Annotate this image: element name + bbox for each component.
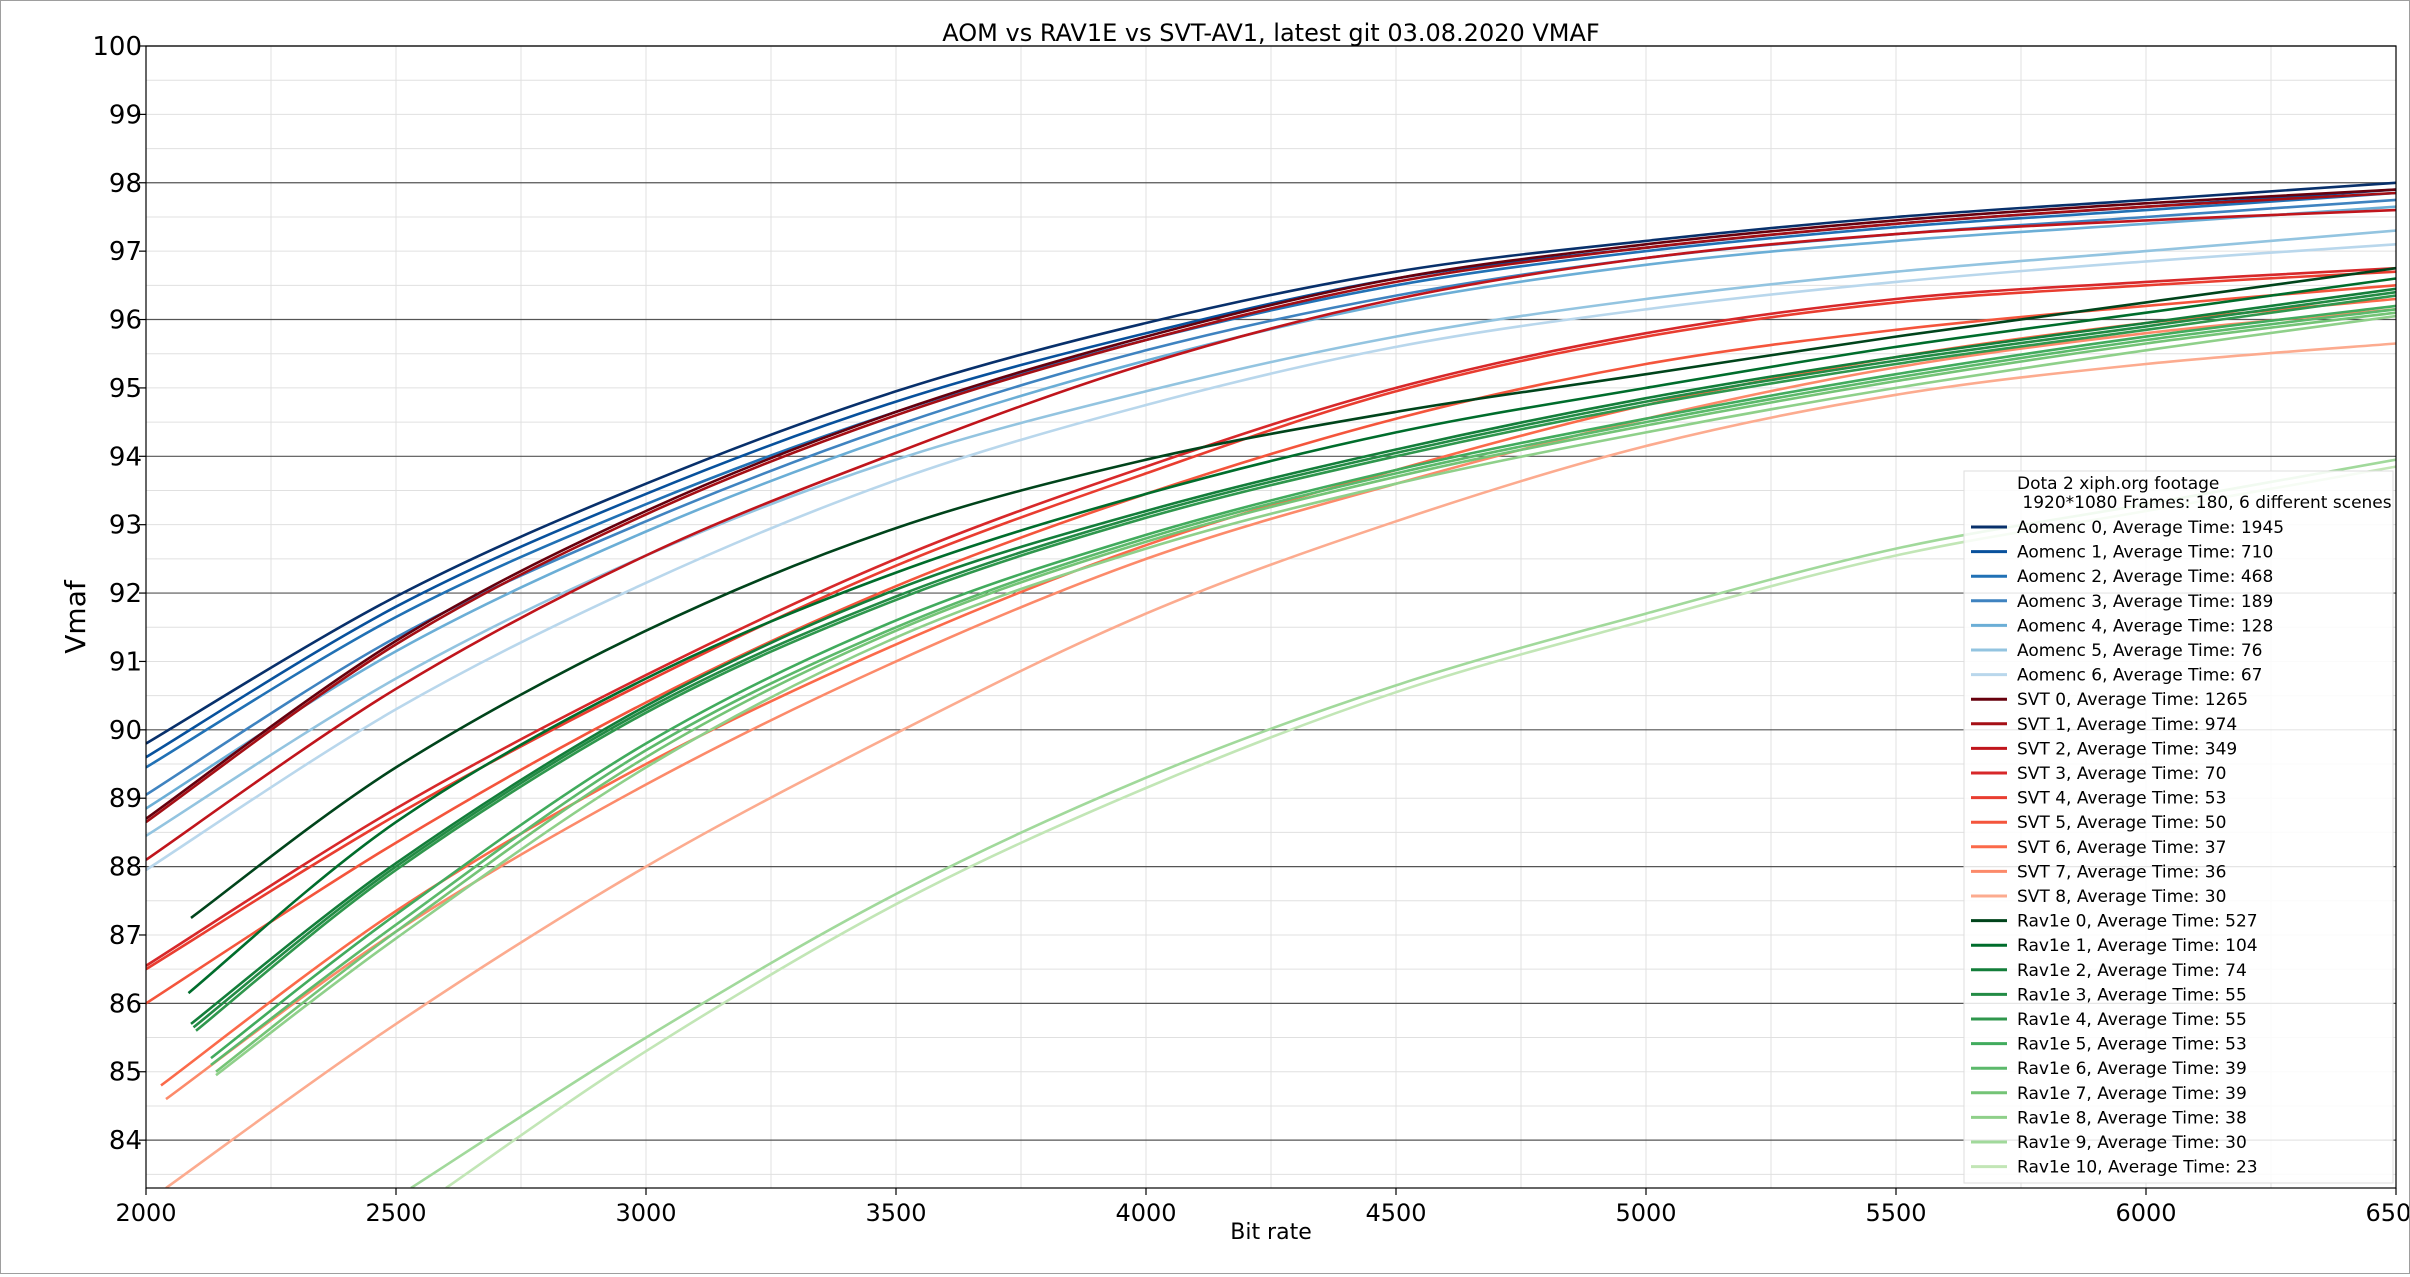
x-axis-ticks: 2000 2500 3000 3500 4000 4500 5000 5500 6000 6500 (115, 1188, 2410, 1227)
series-line-12 (146, 284, 2396, 1005)
legend-entry-label: SVT 3, Average Time: 70 (2017, 764, 2226, 784)
x-tick-label: 6500 (2365, 1199, 2409, 1227)
series-line-14 (165, 308, 2396, 1101)
series-line-22 (210, 308, 2396, 1066)
series-line-24 (215, 314, 2396, 1077)
series-lines (146, 181, 2396, 1188)
y-tick-label: 89 (109, 784, 142, 814)
series-line-18 (190, 287, 2396, 1025)
legend-entries: Aomenc 0, Average Time: 1945 Aomenc 1, Av… (1971, 518, 2284, 1178)
series-line-21 (210, 304, 2396, 1060)
legend-entry-label: SVT 7, Average Time: 36 (2017, 862, 2226, 882)
legend-entry-label: SVT 5, Average Time: 50 (2017, 813, 2226, 833)
x-tick-label: 6000 (2115, 1199, 2176, 1227)
chart-title: AOM vs RAV1E vs SVT-AV1, latest git 03.0… (942, 19, 1599, 47)
x-tick-label: 5500 (1865, 1199, 1926, 1227)
legend-title-line1: Dota 2 xiph.org footage (2017, 474, 2219, 494)
legend-entry-label: SVT 2, Average Time: 349 (2017, 739, 2237, 759)
legend-entry-label: Rav1e 2, Average Time: 74 (2017, 961, 2247, 981)
series-line-6 (146, 243, 2396, 872)
legend-entry-label: Aomenc 6, Average Time: 67 (2017, 666, 2262, 686)
series-line-0 (146, 181, 2396, 745)
legend-entry-label: SVT 4, Average Time: 53 (2017, 789, 2226, 809)
y-tick-label: 100 (92, 32, 142, 62)
legend-entry-label: Rav1e 5, Average Time: 53 (2017, 1035, 2247, 1055)
legend-entry-label: Rav1e 3, Average Time: 55 (2017, 985, 2247, 1005)
legend-entry-label: Aomenc 0, Average Time: 1945 (2017, 518, 2284, 538)
legend-entry-label: Rav1e 4, Average Time: 55 (2017, 1010, 2247, 1030)
y-axis-label: Vmaf (59, 579, 92, 654)
legend-entry-label: Rav1e 7, Average Time: 39 (2017, 1084, 2247, 1104)
x-tick-label: 4000 (1115, 1199, 1176, 1227)
legend-title-line2: 1920*1080 Frames: 180, 6 different scene… (2017, 493, 2392, 513)
legend-entry-label: SVT 6, Average Time: 37 (2017, 838, 2226, 858)
x-tick-label: 5000 (1615, 1199, 1676, 1227)
plot-area-border (145, 45, 2397, 1189)
series-line-23 (215, 311, 2396, 1073)
y-tick-label: 97 (109, 237, 142, 267)
legend-entry-label: Rav1e 8, Average Time: 38 (2017, 1108, 2247, 1128)
y-tick-label: 94 (109, 442, 142, 472)
x-tick-label: 2500 (365, 1199, 426, 1227)
legend-entry-label: Rav1e 9, Average Time: 30 (2017, 1133, 2247, 1153)
series-line-10 (146, 266, 2396, 967)
x-axis-label: Bit rate (1230, 1220, 1312, 1245)
series-line-5 (146, 229, 2396, 837)
legend-box (1963, 470, 2394, 1184)
legend-entry-label: Aomenc 2, Average Time: 468 (2017, 567, 2273, 587)
legend-entry-label: Aomenc 5, Average Time: 76 (2017, 641, 2262, 661)
x-tick-label: 3000 (615, 1199, 676, 1227)
legend-entry-label: Rav1e 1, Average Time: 104 (2017, 936, 2258, 956)
x-tick-label: 4500 (1365, 1199, 1426, 1227)
series-line-8 (146, 191, 2396, 824)
y-tick-label: 92 (109, 579, 142, 609)
legend-entry-label: Rav1e 6, Average Time: 39 (2017, 1059, 2247, 1079)
y-tick-label: 96 (109, 306, 142, 336)
legend-entry-label: Aomenc 1, Average Time: 710 (2017, 543, 2273, 563)
y-tick-label: 98 (109, 169, 142, 199)
y-tick-label: 95 (109, 374, 142, 404)
y-tick-label: 86 (109, 989, 142, 1019)
x-tick-label: 2000 (115, 1199, 176, 1227)
x-tick-label: 3500 (865, 1199, 926, 1227)
series-line-9 (146, 208, 2396, 861)
y-tick-label: 87 (109, 921, 142, 951)
legend-entry-label: Aomenc 4, Average Time: 128 (2017, 616, 2273, 636)
y-tick-label: 84 (109, 1126, 142, 1156)
series-line-15 (165, 342, 2396, 1188)
y-tick-label: 93 (109, 511, 142, 541)
series-line-16 (190, 266, 2396, 919)
y-tick-label: 99 (109, 100, 142, 130)
y-tick-label: 90 (109, 716, 142, 746)
legend: Dota 2 xiph.org footage 1920*1080 Frames… (1963, 470, 2394, 1184)
y-axis-ticks: 84 85 86 87 88 89 90 91 92 93 94 95 96 97 98 99 100 (92, 32, 146, 1156)
legend-entry-label: SVT 8, Average Time: 30 (2017, 887, 2226, 907)
y-tick-label: 91 (109, 647, 142, 677)
legend-entry-label: SVT 0, Average Time: 1265 (2017, 690, 2248, 710)
series-line-19 (192, 290, 2396, 1029)
legend-entry-label: SVT 1, Average Time: 974 (2017, 715, 2237, 735)
y-tick-label: 85 (109, 1058, 142, 1088)
legend-entry-label: Rav1e 0, Average Time: 527 (2017, 912, 2258, 932)
series-line-7 (146, 188, 2396, 820)
series-line-20 (195, 294, 2396, 1032)
legend-entry-label: Rav1e 10, Average Time: 23 (2017, 1158, 2258, 1178)
legend-entry-label: Aomenc 3, Average Time: 189 (2017, 592, 2273, 612)
series-line-17 (187, 277, 2396, 995)
y-tick-label: 88 (109, 853, 142, 883)
